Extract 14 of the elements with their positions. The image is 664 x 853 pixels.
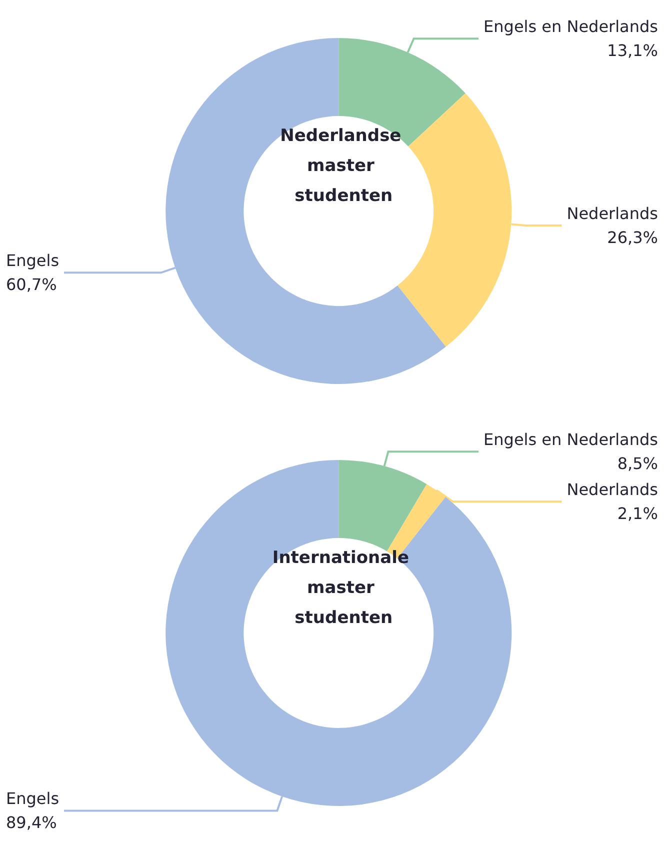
slice-label: Engels en Nederlands bbox=[484, 430, 658, 450]
data-label: 13,1% bbox=[607, 41, 658, 60]
slice-label: Nederlands bbox=[566, 480, 658, 500]
slice-label: Engels en Nederlands bbox=[484, 17, 658, 36]
data-label: 26,3% bbox=[607, 228, 658, 247]
text: Internationale master studenten bbox=[272, 548, 415, 628]
data-label: 8,5% bbox=[617, 454, 658, 474]
slice-label: Engels bbox=[6, 251, 60, 270]
slice-label: Nederlands bbox=[566, 204, 658, 223]
data-label: 60,7% bbox=[6, 275, 57, 294]
data-label: 89,4% bbox=[6, 813, 57, 832]
data-label: 2,1% bbox=[617, 504, 658, 524]
text: Nederlandse master studenten bbox=[280, 126, 408, 206]
slice-label: Engels bbox=[6, 789, 60, 808]
